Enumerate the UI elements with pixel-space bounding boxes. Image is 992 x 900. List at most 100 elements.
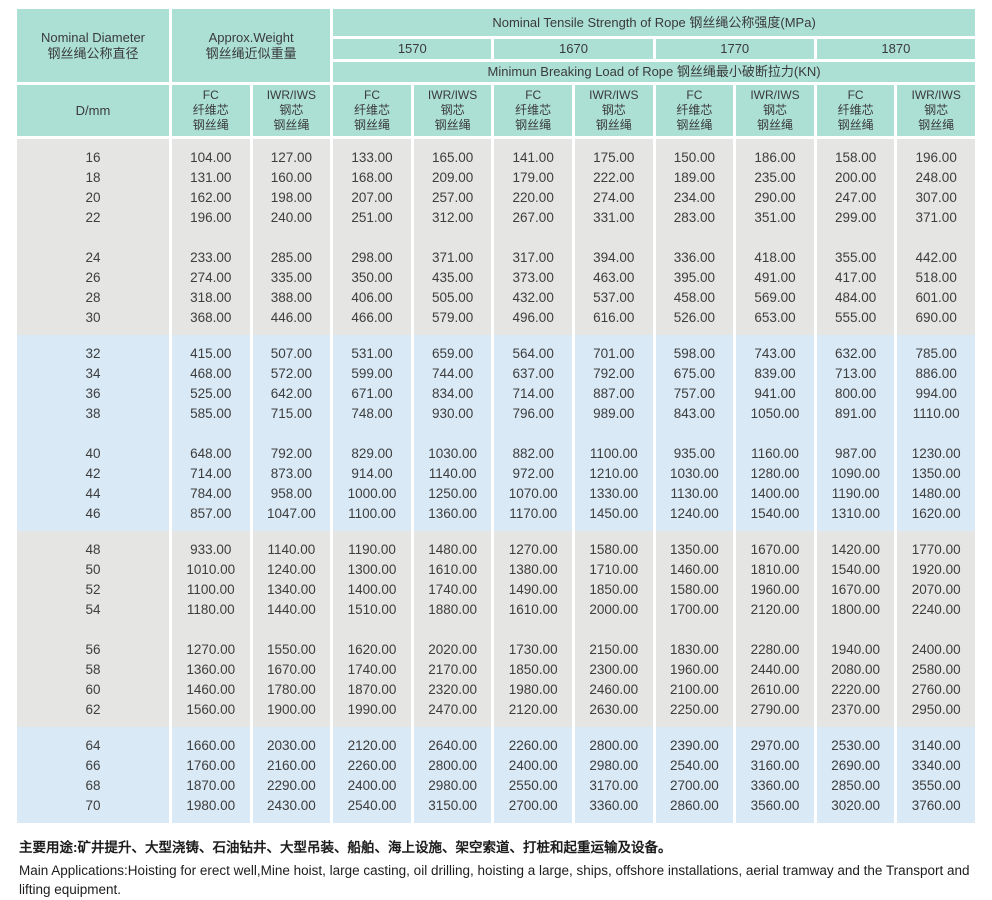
value-cell: 1180.00 bbox=[172, 599, 250, 619]
spacer-cell bbox=[897, 523, 975, 531]
value-cell: 2240.00 bbox=[897, 599, 975, 619]
value-cell: 987.00 bbox=[816, 443, 895, 463]
value-cell: 2690.00 bbox=[816, 755, 895, 775]
value-cell: 2970.00 bbox=[736, 735, 814, 755]
core-type-line: IWR/IWS bbox=[427, 88, 478, 102]
spacer-cell bbox=[655, 335, 734, 343]
spacer-cell bbox=[655, 531, 734, 539]
diameter-cell: 56 bbox=[17, 639, 169, 659]
value-cell: 189.00 bbox=[655, 167, 734, 187]
diameter-cell: 60 bbox=[17, 679, 169, 699]
value-cell: 564.00 bbox=[494, 343, 572, 363]
value-cell: 1480.00 bbox=[897, 483, 975, 503]
value-cell: 2950.00 bbox=[897, 699, 975, 719]
spacer-cell bbox=[17, 619, 169, 639]
core-type-line: 钢丝绳 bbox=[676, 118, 713, 132]
value-cell: 1330.00 bbox=[574, 483, 653, 503]
table-band-blue: 64 1660.00 2030.00 2120.00 2640.00 2260.00 280… bbox=[17, 727, 975, 823]
value-cell: 1920.00 bbox=[897, 559, 975, 579]
table-row: 42 714.00 873.00 914.00 1140.00 972.00 1210.00… bbox=[17, 463, 975, 483]
table-row: 52 1100.00 1340.00 1400.00 1740.00 1490.00 185… bbox=[17, 579, 975, 599]
value-cell: 642.00 bbox=[252, 383, 331, 403]
value-cell: 2220.00 bbox=[816, 679, 895, 699]
value-cell: 2370.00 bbox=[816, 699, 895, 719]
table-row: 26 274.00 335.00 350.00 435.00 373.00 463.00 39… bbox=[17, 267, 975, 287]
value-cell: 1190.00 bbox=[333, 539, 411, 559]
band-spacer-row bbox=[17, 719, 975, 727]
spacer-cell bbox=[252, 423, 331, 443]
value-cell: 247.00 bbox=[816, 187, 895, 207]
spacer-cell bbox=[816, 531, 895, 539]
value-cell: 285.00 bbox=[252, 247, 331, 267]
core-type-header-fc: FC 纤维芯 钢丝绳 bbox=[172, 85, 250, 136]
spacer-cell bbox=[736, 815, 814, 823]
value-cell: 418.00 bbox=[736, 247, 814, 267]
value-cell: 2400.00 bbox=[494, 755, 572, 775]
spacer-cell bbox=[494, 423, 572, 443]
value-cell: 3020.00 bbox=[816, 795, 895, 815]
spacer-cell bbox=[413, 423, 492, 443]
table-band-gray: 48 933.00 1140.00 1190.00 1480.00 1270.00 1580… bbox=[17, 531, 975, 727]
diameter-cell: 70 bbox=[17, 795, 169, 815]
diameter-cell: 20 bbox=[17, 187, 169, 207]
value-cell: 491.00 bbox=[736, 267, 814, 287]
value-cell: 1350.00 bbox=[655, 539, 734, 559]
spacer-cell bbox=[17, 815, 169, 823]
table-row: 36 525.00 642.00 671.00 834.00 714.00 887.00 75… bbox=[17, 383, 975, 403]
value-cell: 1100.00 bbox=[333, 503, 411, 523]
value-cell: 616.00 bbox=[574, 307, 653, 327]
value-cell: 1010.00 bbox=[172, 559, 250, 579]
value-cell: 933.00 bbox=[172, 539, 250, 559]
diameter-cell: 40 bbox=[17, 443, 169, 463]
value-cell: 653.00 bbox=[736, 307, 814, 327]
value-cell: 1240.00 bbox=[252, 559, 331, 579]
value-cell: 2700.00 bbox=[655, 775, 734, 795]
spacer-cell bbox=[17, 423, 169, 443]
spacer-cell bbox=[413, 335, 492, 343]
spacer-cell bbox=[736, 523, 814, 531]
spacer-cell bbox=[574, 727, 653, 735]
core-type-line: 钢丝绳 bbox=[756, 118, 793, 132]
applications-note-cn: 主要用途:矿井提升、大型浇铸、石油钻井、大型吊装、船舶、海上设施、架空索道、打桩… bbox=[19, 840, 672, 855]
value-cell: 891.00 bbox=[816, 403, 895, 423]
spacer-cell bbox=[574, 335, 653, 343]
value-cell: 234.00 bbox=[655, 187, 734, 207]
value-cell: 585.00 bbox=[172, 403, 250, 423]
value-cell: 1770.00 bbox=[897, 539, 975, 559]
table-row: 46 857.00 1047.00 1100.00 1360.00 1170.00 1450… bbox=[17, 503, 975, 523]
value-cell: 714.00 bbox=[494, 383, 572, 403]
spacer-cell bbox=[736, 327, 814, 335]
spacer-cell bbox=[897, 227, 975, 247]
diameter-cell: 16 bbox=[17, 147, 169, 167]
value-cell: 914.00 bbox=[333, 463, 411, 483]
value-cell: 744.00 bbox=[413, 363, 492, 383]
core-type-line: 钢芯 bbox=[601, 103, 626, 117]
value-cell: 2980.00 bbox=[413, 775, 492, 795]
value-cell: 442.00 bbox=[897, 247, 975, 267]
spacer-cell bbox=[736, 727, 814, 735]
value-cell: 1540.00 bbox=[736, 503, 814, 523]
value-cell: 2530.00 bbox=[816, 735, 895, 755]
value-cell: 2460.00 bbox=[574, 679, 653, 699]
value-cell: 2120.00 bbox=[736, 599, 814, 619]
table-body: 16 104.00 127.00 133.00 165.00 141.00 175.00 15… bbox=[17, 139, 975, 823]
value-cell: 675.00 bbox=[655, 363, 734, 383]
value-cell: 127.00 bbox=[252, 147, 331, 167]
spacer-cell bbox=[333, 815, 411, 823]
value-cell: 1400.00 bbox=[333, 579, 411, 599]
value-cell: 235.00 bbox=[736, 167, 814, 187]
value-cell: 505.00 bbox=[413, 287, 492, 307]
strength-column-1870: 1870 bbox=[816, 39, 975, 59]
diameter-cell: 26 bbox=[17, 267, 169, 287]
value-cell: 972.00 bbox=[494, 463, 572, 483]
value-cell: 637.00 bbox=[494, 363, 572, 383]
core-type-header-iwr: IWR/IWS 钢芯 钢丝绳 bbox=[413, 85, 492, 136]
value-cell: 1360.00 bbox=[413, 503, 492, 523]
spacer-cell bbox=[736, 619, 814, 639]
value-cell: 2290.00 bbox=[252, 775, 331, 795]
value-cell: 3140.00 bbox=[897, 735, 975, 755]
value-cell: 162.00 bbox=[172, 187, 250, 207]
value-cell: 2580.00 bbox=[897, 659, 975, 679]
spacer-cell bbox=[494, 531, 572, 539]
spacer-cell bbox=[172, 531, 250, 539]
